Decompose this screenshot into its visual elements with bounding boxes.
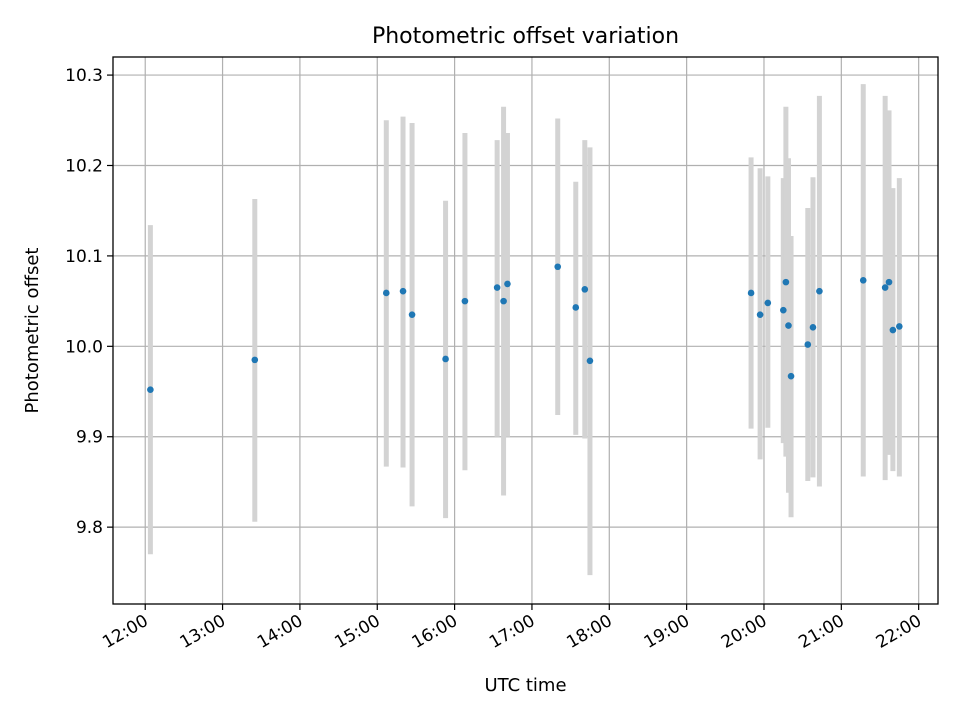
data-point bbox=[251, 356, 259, 364]
y-axis-label: Photometric offset bbox=[22, 248, 43, 414]
data-point bbox=[572, 304, 580, 311]
data-points bbox=[147, 263, 903, 394]
data-point bbox=[889, 326, 897, 334]
data-point bbox=[408, 311, 416, 318]
data-point bbox=[809, 324, 817, 331]
y-tick-label: 9.8 bbox=[76, 518, 103, 538]
data-point bbox=[586, 357, 594, 365]
data-point bbox=[881, 284, 889, 291]
data-point bbox=[554, 263, 562, 271]
chart-title: Photometric offset variation bbox=[372, 24, 679, 49]
y-tick-label: 9.9 bbox=[76, 428, 103, 448]
y-tick-label: 10.2 bbox=[65, 156, 103, 176]
data-point bbox=[500, 297, 507, 305]
data-point bbox=[859, 277, 867, 284]
data-point bbox=[756, 311, 764, 318]
data-point bbox=[787, 372, 795, 380]
data-point bbox=[780, 306, 787, 314]
data-point bbox=[581, 286, 589, 293]
data-point bbox=[764, 299, 772, 307]
data-point bbox=[399, 287, 407, 295]
y-tick-label: 10.1 bbox=[65, 247, 103, 267]
y-axis-ticks: 9.8 9.9 10.0 10.1 10.2 10.3 bbox=[65, 66, 113, 538]
y-tick-label: 10.0 bbox=[65, 337, 103, 357]
data-point bbox=[782, 278, 790, 286]
data-point bbox=[382, 289, 390, 297]
data-point bbox=[885, 278, 893, 286]
data-point bbox=[816, 287, 823, 295]
y-tick-label: 10.3 bbox=[65, 66, 103, 86]
data-point bbox=[461, 297, 469, 305]
data-point bbox=[785, 322, 792, 329]
data-point bbox=[442, 355, 449, 363]
grid-lines bbox=[113, 57, 938, 604]
data-point bbox=[896, 323, 903, 330]
data-point bbox=[493, 284, 501, 291]
data-point bbox=[504, 280, 511, 288]
data-point bbox=[147, 386, 154, 394]
data-point bbox=[804, 341, 812, 348]
data-point bbox=[747, 289, 755, 297]
plot-frame bbox=[112, 56, 939, 605]
x-axis-label: UTC time bbox=[484, 675, 566, 696]
